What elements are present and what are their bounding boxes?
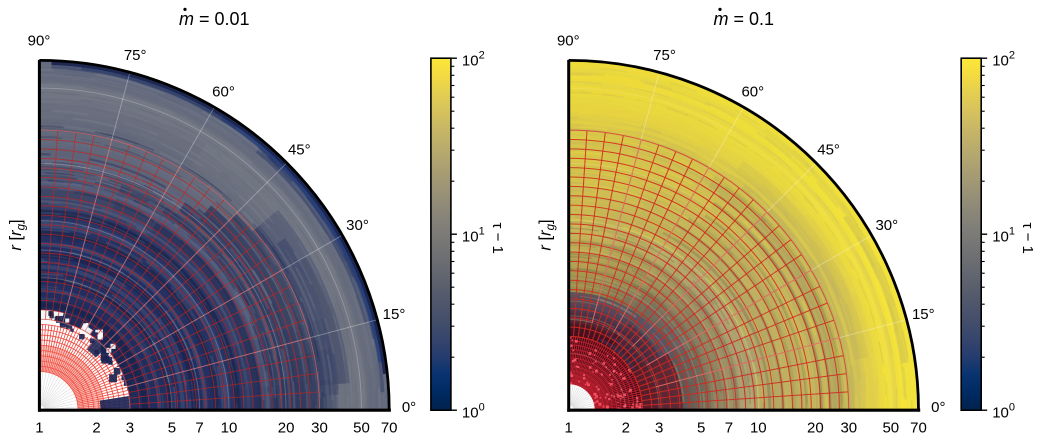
svg-text:2: 2 — [622, 420, 630, 437]
svg-text:75°: 75° — [124, 47, 147, 64]
svg-text:5: 5 — [168, 420, 176, 437]
svg-text:20: 20 — [807, 420, 824, 437]
svg-text:15°: 15° — [912, 306, 935, 323]
svg-text:60°: 60° — [741, 83, 764, 100]
svg-text:75°: 75° — [653, 47, 676, 64]
svg-text:50: 50 — [882, 420, 899, 437]
svg-text:30: 30 — [311, 420, 328, 437]
svg-text:τ − 1: τ − 1 — [489, 223, 506, 254]
svg-text:10: 10 — [750, 420, 767, 437]
svg-text:0°: 0° — [402, 399, 416, 416]
svg-text:15°: 15° — [383, 306, 406, 323]
svg-text:70: 70 — [910, 420, 927, 437]
svg-text:τ − 1: τ − 1 — [1019, 223, 1036, 254]
svg-text:90°: 90° — [557, 32, 580, 49]
svg-text:1: 1 — [35, 420, 43, 437]
svg-text:1: 1 — [565, 420, 573, 437]
svg-text:30°: 30° — [875, 217, 898, 234]
svg-text:3: 3 — [655, 420, 663, 437]
svg-text:30°: 30° — [346, 217, 369, 234]
svg-text:45°: 45° — [817, 142, 840, 159]
svg-text:5: 5 — [697, 420, 705, 437]
svg-text:7: 7 — [725, 420, 733, 437]
svg-text:60°: 60° — [212, 83, 235, 100]
svg-text:7: 7 — [195, 420, 203, 437]
svg-text:2: 2 — [92, 420, 100, 437]
svg-text:30: 30 — [840, 420, 857, 437]
svg-text:r [rg]: r [rg] — [7, 219, 28, 250]
svg-text:45°: 45° — [288, 142, 311, 159]
svg-text:0°: 0° — [931, 399, 945, 416]
svg-text:20: 20 — [278, 420, 295, 437]
svg-text:m = 0.01: m = 0.01 — [179, 9, 250, 29]
svg-text:3: 3 — [126, 420, 134, 437]
svg-text:10: 10 — [221, 420, 238, 437]
svg-text:m = 0.1: m = 0.1 — [714, 9, 775, 29]
svg-text:50: 50 — [353, 420, 370, 437]
svg-text:70: 70 — [381, 420, 398, 437]
svg-text:90°: 90° — [28, 32, 51, 49]
svg-text:r [rg]: r [rg] — [536, 219, 557, 250]
